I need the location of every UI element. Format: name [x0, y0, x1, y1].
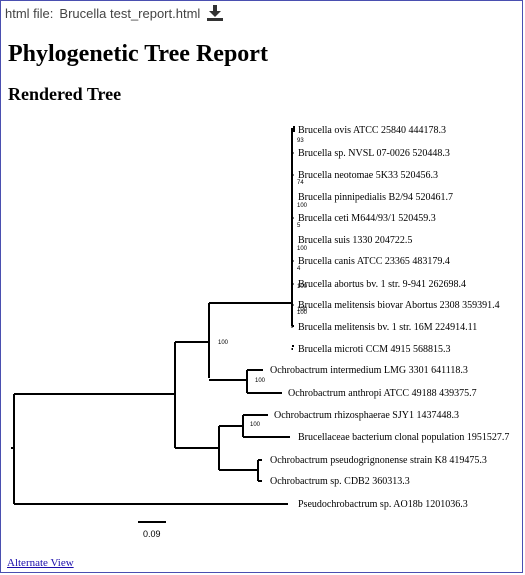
bootstrap-label: 93 [297, 138, 304, 144]
bootstrap-label: 100 [255, 378, 266, 384]
leaf-label: Pseudochrobactrum sp. AO18b 1201036.3 [298, 499, 468, 510]
leaf-label: Ochrobactrum pseudogrignonense strain K8… [270, 455, 487, 466]
bootstrap-label: 100 [297, 203, 308, 209]
leaf-label: Brucellaceae bacterium clonal population… [298, 432, 509, 443]
leaf-label: Brucella neotomae 5K33 520456.3 [298, 170, 438, 181]
bootstrap-label: 100 [218, 340, 229, 346]
scale-bar-label: 0.09 [143, 529, 161, 539]
leaf-label: Brucella pinnipedialis B2/94 520461.7 [298, 192, 453, 203]
scale-bar: 0.09 [138, 521, 166, 539]
bootstrap-label: 100 [297, 307, 308, 313]
tree-leaf-labels: Brucella ovis ATCC 25840 444178.3 Brucell… [270, 125, 509, 510]
download-icon[interactable] [206, 4, 224, 22]
leaf-label: Ochrobactrum sp. CDB2 360313.3 [270, 476, 410, 487]
bootstrap-label: 5 [297, 223, 301, 229]
leaf-label: Ochrobactrum rhizosphaerae SJY1 1437448.… [274, 410, 459, 421]
bootstrap-label: 100 [297, 284, 308, 290]
leaf-label: Brucella ovis ATCC 25840 444178.3 [298, 125, 446, 136]
leaf-label: Brucella melitensis biovar Abortus 2308 … [298, 300, 500, 311]
phylogenetic-tree: Brucella ovis ATCC 25840 444178.3 Brucell… [11, 125, 509, 539]
leaf-label: Brucella microti CCM 4915 568815.3 [298, 344, 451, 355]
page-title: Phylogenetic Tree Report [8, 41, 268, 67]
leaf-label: Brucella ceti M644/93/1 520459.3 [298, 213, 436, 224]
tree-branches [11, 126, 295, 505]
file-name: Brucella test_report.html [59, 5, 201, 21]
leaf-label: Brucella canis ATCC 23365 483179.4 [298, 256, 450, 267]
file-label: html file: [5, 5, 54, 21]
bootstrap-label: 74 [297, 180, 304, 186]
alternate-view-link[interactable]: Alternate View [7, 557, 74, 569]
bootstrap-label: 100 [297, 310, 308, 316]
section-title: Rendered Tree [8, 84, 122, 104]
leaf-label: Ochrobactrum intermedium LMG 3301 641118… [270, 365, 468, 376]
leaf-label: Brucella sp. NVSL 07-0026 520448.3 [298, 148, 450, 159]
leaf-label: Brucella suis 1330 204722.5 [298, 235, 412, 246]
bootstrap-label: 4 [297, 266, 301, 272]
leaf-label: Brucella melitensis bv. 1 str. 16M 22491… [298, 322, 477, 333]
leaf-label: Brucella abortus bv. 1 str. 9-941 262698… [298, 279, 466, 290]
file-bar: html file: Brucella test_report.html [5, 3, 224, 23]
bootstrap-label: 100 [297, 246, 308, 252]
bootstrap-label: 100 [250, 422, 261, 428]
leaf-label: Ochrobactrum anthropi ATCC 49188 439375.… [288, 388, 477, 399]
